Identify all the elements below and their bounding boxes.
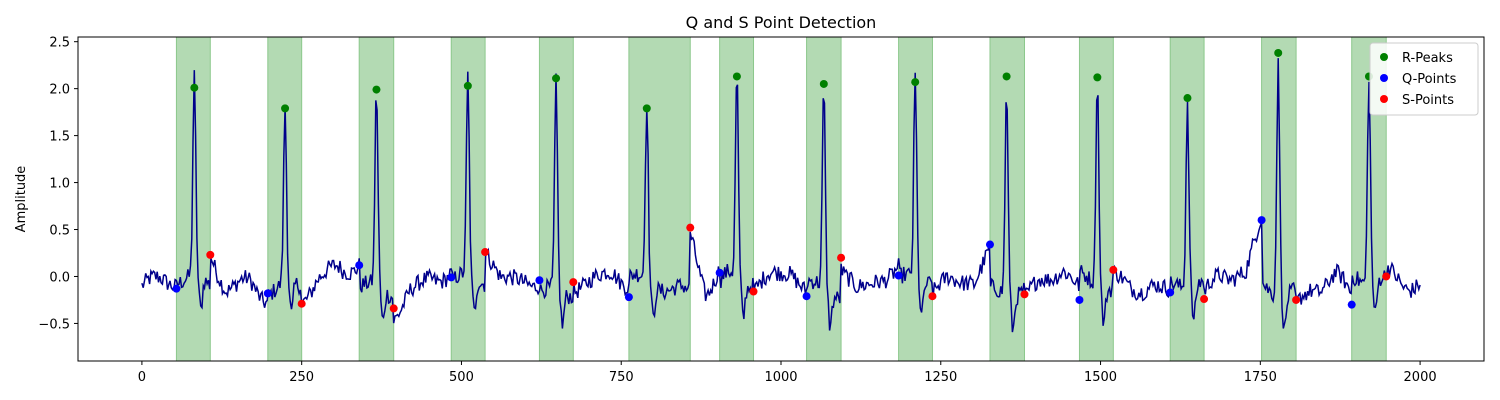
x-tick-label: 2000 [1404,370,1437,385]
ecg-signal [141,58,1421,333]
r-peak-point [911,78,920,87]
s-point [1292,295,1301,304]
s-point [837,253,846,262]
s-point [1109,265,1118,274]
r-peak-point [1002,72,1011,81]
legend-marker [1380,53,1388,61]
legend-marker [1380,74,1388,82]
s-point [1382,272,1391,281]
q-point [802,292,811,301]
y-tick-label: 1.5 [49,130,70,145]
s-point [206,250,215,259]
y-tick-label: 1.0 [49,177,70,192]
x-tick-label: 0 [138,370,146,385]
x-tick-label: 1250 [924,370,957,385]
s-point [481,248,490,257]
q-point [985,240,994,249]
q-point [172,284,181,293]
legend-label: S-Points [1402,93,1454,108]
q-point [263,289,272,298]
s-point [749,287,758,296]
q-point [535,276,544,285]
detected-points [172,48,1391,313]
q-point [624,293,633,302]
y-tick-label: 0.0 [49,270,70,285]
chart-title: Q and S Point Detection [686,13,877,32]
r-peak-point [642,104,651,113]
qrs-window [1169,37,1205,361]
y-axis: −0.5 0.0 0.5 1.0 1.5 2.0 2.5 [38,36,78,332]
qrs-window [628,37,691,361]
signal-line [141,58,1421,333]
r-peak-point [1274,48,1283,57]
y-tick-label: 0.5 [49,224,70,239]
legend-marker [1380,95,1388,103]
q-point [715,268,724,277]
qrs-window [1078,37,1114,361]
legend-label: Q-Points [1402,72,1457,87]
x-axis: 0 250 500 750 1000 1250 1500 1750 2000 [138,361,1437,385]
r-peak-point [732,72,741,81]
qrs-windows [175,37,1387,361]
x-tick-label: 1500 [1084,370,1117,385]
legend: R-Peaks Q-Points S-Points [1369,42,1479,116]
qrs-window [989,37,1025,361]
legend-label: R-Peaks [1402,51,1453,66]
s-point [1020,290,1029,299]
x-tick-label: 1750 [1244,370,1277,385]
r-peak-point [1093,73,1102,82]
y-tick-label: −0.5 [38,317,70,332]
q-point [1166,288,1175,297]
q-point [1257,216,1266,225]
qrs-window [267,37,303,361]
q-point [1075,295,1084,304]
y-axis-label: Amplitude [14,166,29,233]
r-peak-point [552,74,561,83]
legend-box [1369,42,1479,116]
r-peak-point [1183,94,1192,103]
q-point [1347,300,1356,309]
x-tick-label: 500 [449,370,474,385]
x-tick-label: 750 [609,370,634,385]
r-peak-point [190,83,199,92]
r-peak-point [463,81,472,90]
x-tick-label: 1000 [764,370,797,385]
x-tick-label: 250 [289,370,314,385]
r-peak-point [372,85,381,94]
r-peak-point [819,79,828,88]
s-point [928,292,937,301]
s-point [297,299,306,308]
s-point [569,278,578,287]
y-tick-label: 2.5 [49,36,70,51]
q-point [447,273,456,282]
s-point [389,304,398,313]
q-point [894,271,903,280]
y-tick-label: 2.0 [49,83,70,98]
qrs-window [806,37,842,361]
r-peak-point [281,104,290,113]
q-point [355,261,364,270]
s-point [686,223,695,232]
s-point [1200,295,1209,304]
